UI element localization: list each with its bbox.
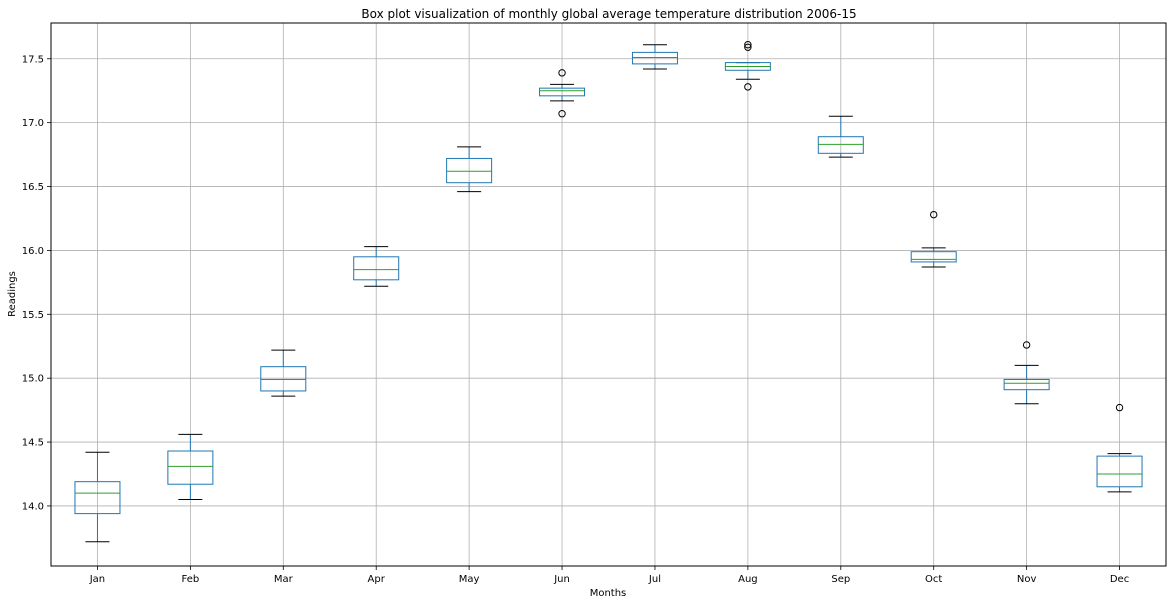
iqr-box	[167, 450, 214, 485]
chart-title: Box plot visualization of monthly global…	[361, 7, 856, 21]
outlier-point	[1115, 403, 1124, 412]
y-tick-label: 16.0	[22, 246, 44, 257]
iqr-box	[446, 157, 493, 184]
x-tick-label: Oct	[925, 574, 942, 585]
x-tick-label: May	[459, 574, 480, 585]
y-tick-label: 16.5	[22, 182, 44, 193]
y-tick-label: 17.0	[22, 118, 44, 129]
ticks: 14.0 14.5 15.0 15.5 16.0 16.5 17.0 17.5 Jan Feb Ma…	[22, 54, 1129, 585]
box-dec	[1096, 403, 1143, 493]
x-tick-label: Aug	[738, 574, 758, 585]
iqr-box	[353, 256, 400, 281]
box-may	[446, 146, 493, 193]
x-tick-label: Jul	[648, 574, 661, 585]
box-aug	[724, 41, 771, 91]
y-tick-label: 17.5	[22, 54, 44, 65]
x-tick-label: Apr	[368, 574, 386, 585]
box-jun	[539, 69, 586, 118]
y-tick-label: 15.0	[22, 374, 44, 385]
iqr-box	[1096, 455, 1143, 488]
x-tick-label: Jan	[89, 574, 105, 585]
x-tick-label: Dec	[1110, 574, 1129, 585]
x-tick-label: Jun	[553, 574, 570, 585]
iqr-box	[539, 87, 586, 97]
y-tick-label: 14.5	[22, 438, 44, 449]
x-axis-title: Months	[590, 588, 627, 599]
outlier-point	[1022, 341, 1031, 349]
iqr-box	[817, 136, 864, 154]
y-axis-title: Readings	[7, 271, 18, 317]
grid	[51, 23, 1166, 566]
iqr-box	[1003, 378, 1050, 391]
x-tick-label: Feb	[182, 574, 200, 585]
outlier-point	[558, 110, 566, 118]
box-sep	[817, 115, 864, 158]
plot-frame	[50, 22, 1167, 567]
iqr-box	[910, 251, 957, 263]
iqr-box	[74, 481, 121, 515]
y-tick-label: 14.0	[22, 501, 44, 512]
outlier-point	[930, 210, 938, 219]
box-nov	[1003, 341, 1050, 405]
box-jan	[74, 451, 121, 543]
iqr-box	[260, 366, 307, 392]
box-mar	[260, 349, 307, 397]
box-jul	[631, 44, 678, 70]
outlier-point	[744, 83, 752, 91]
boxes	[74, 41, 1143, 543]
x-tick-label: Nov	[1017, 574, 1037, 585]
box-oct	[910, 210, 957, 268]
x-tick-label: Sep	[831, 574, 850, 585]
outlier-point	[558, 69, 566, 77]
y-tick-label: 15.5	[22, 310, 44, 321]
box-apr	[353, 246, 400, 287]
box-feb	[167, 433, 214, 501]
outlier-point	[744, 41, 752, 49]
iqr-box	[631, 51, 678, 65]
x-tick-label: Mar	[274, 574, 294, 585]
outlier-point	[744, 43, 752, 51]
